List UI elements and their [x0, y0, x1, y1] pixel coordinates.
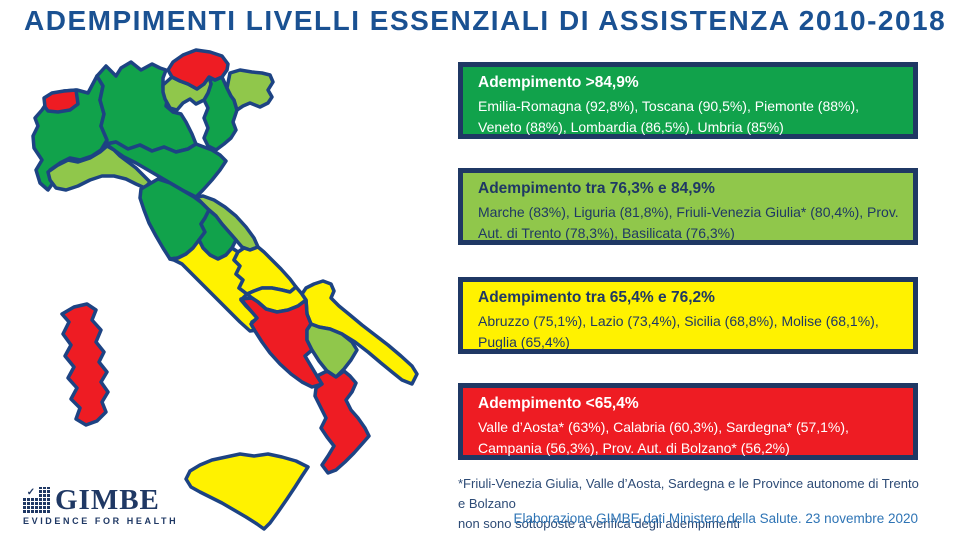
region-bolzano: [166, 48, 230, 91]
logo-tagline: EVIDENCE FOR HEALTH: [23, 516, 179, 526]
region-valle-d-aosta: [42, 88, 80, 114]
page-title: ADEMPIMENTI LIVELLI ESSENZIALI DI ASSIST…: [24, 5, 947, 36]
legend-body: Abruzzo (75,1%), Lazio (73,4%), Sicilia …: [478, 313, 879, 350]
legend-box-mid: Adempimento tra 76,3% e 84,9% Marche (83…: [458, 168, 918, 245]
check-icon: ✓: [23, 487, 39, 498]
region-liguria: [46, 144, 152, 192]
footnote-line-1: *Friuli-Venezia Giulia, Valle d’Aosta, S…: [458, 476, 919, 511]
legend-box-verylow: Adempimento <65,4% Valle d’Aosta* (63%),…: [458, 383, 918, 460]
region-sardegna: [60, 302, 110, 427]
gimbe-logo: ✓ GIMBE EVIDENCE FOR HEALTH: [23, 484, 179, 526]
legend-body: Emilia-Romagna (92,8%), Toscana (90,5%),…: [478, 98, 860, 135]
legend-box-low: Adempimento tra 65,4% e 76,2% Abruzzo (7…: [458, 277, 918, 354]
gimbe-grid-icon: ✓: [23, 487, 51, 513]
region-emilia-romagna: [104, 140, 228, 199]
region-calabria: [313, 369, 371, 475]
italy-map: [31, 48, 419, 531]
legend-box-high: Adempimento >84,9% Emilia-Romagna (92,8%…: [458, 62, 918, 139]
attribution: Elaborazione GIMBE dati Ministero della …: [513, 511, 918, 526]
legend-body: Marche (83%), Liguria (81,8%), Friuli-Ve…: [478, 204, 899, 241]
region-sicilia: [184, 452, 310, 531]
legend-header: Adempimento tra 76,3% e 84,9%: [478, 180, 715, 197]
legend-body: Valle d’Aosta* (63%), Calabria (60,3%), …: [478, 419, 849, 456]
region-friuli-venezia-giulia: [225, 68, 275, 112]
logo-wordmark: GIMBE: [55, 484, 160, 516]
legend-header: Adempimento <65,4%: [478, 395, 639, 412]
region-basilicata: [305, 322, 359, 379]
legend-header: Adempimento tra 65,4% e 76,2%: [478, 289, 715, 306]
region-lombardia: [95, 60, 198, 154]
footnote-line-2: non sono sottoposte a verifica degli ade…: [458, 516, 740, 531]
legend-header: Adempimento >84,9%: [478, 74, 639, 91]
footnote: *Friuli-Venezia Giulia, Valle d’Aosta, S…: [458, 474, 928, 533]
